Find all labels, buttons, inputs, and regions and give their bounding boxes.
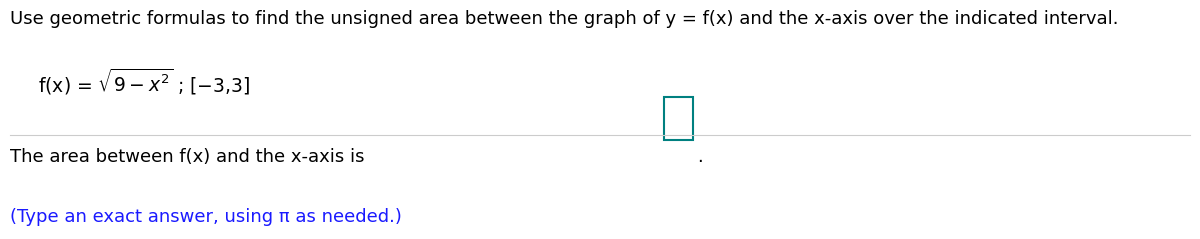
Text: The area between f(x) and the x-axis is: The area between f(x) and the x-axis is xyxy=(10,148,370,166)
FancyBboxPatch shape xyxy=(665,97,694,140)
Text: (Type an exact answer, using π as needed.): (Type an exact answer, using π as needed… xyxy=(10,208,402,226)
Text: f(x) = $\sqrt{9-x^2}$ ; [−3,3]: f(x) = $\sqrt{9-x^2}$ ; [−3,3] xyxy=(38,67,251,97)
Text: Use geometric formulas to find the unsigned area between the graph of y = f(x) a: Use geometric formulas to find the unsig… xyxy=(10,10,1118,27)
Text: .: . xyxy=(697,148,702,166)
